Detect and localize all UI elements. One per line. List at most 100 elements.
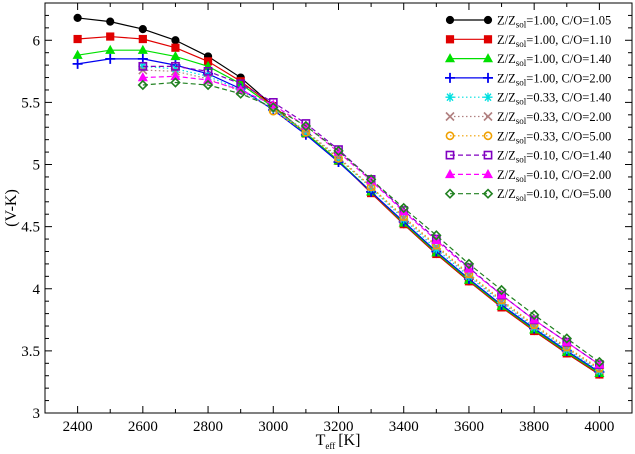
data-point [171,36,180,45]
legend-label-main: Z/Z [497,33,516,47]
data-point [431,230,442,241]
legend-label-sub: sol [516,77,527,87]
data-point [594,356,605,368]
legend-label-rest: =0.10, C/O=5.00 [526,187,611,201]
legend-label-sub: sol [516,97,527,107]
legend-label-main: Z/Z [497,52,516,66]
data-point [496,284,507,296]
legend-entry: Z/Zsol=1.00, C/O=2.00 [445,71,611,87]
legend-marker [482,188,494,199]
x-axis-title-main: T [316,432,326,449]
y-tick-label: 5.5 [21,95,40,111]
data-point [529,322,539,332]
data-point [73,34,82,44]
legend-marker [445,92,455,102]
x-tick-label: 3400 [389,419,419,435]
legend-label: Z/Zsol=1.00, C/O=1.05 [497,14,611,30]
legend-marker [444,53,456,63]
legend-marker [444,168,456,179]
x-tick-label: 2400 [63,419,93,435]
data-point [72,49,83,59]
legend-marker [483,72,493,83]
legend-entry: Z/Zsol=0.10, C/O=2.00 [444,168,611,184]
legend-label-sub: sol [516,20,527,30]
legend-label-sub: sol [516,174,527,184]
data-point [399,214,409,224]
legend-label: Z/Zsol=1.00, C/O=1.40 [497,52,611,68]
legend-marker [483,111,493,122]
data-point [594,366,604,376]
legend-label-rest: =0.33, C/O=5.00 [526,129,611,143]
y-axis-title: (V-K) [3,189,20,227]
legend-label-sub: sol [516,39,527,49]
axes-layer: 2400 2600 2800 3000 3200 3400 3600 3800 4000 3 3.5… [21,3,632,435]
data-point [365,174,377,185]
data-point [137,44,148,54]
data-point [333,145,344,157]
legend-label-main: Z/Z [497,91,516,105]
legend-label: Z/Zsol=0.10, C/O=1.40 [497,149,611,165]
data-point [138,61,148,71]
legend-label: Z/Zsol=0.33, C/O=5.00 [497,129,611,145]
data-point [463,258,475,270]
legend-entry: Z/Zsol=0.10, C/O=1.40 [445,149,611,165]
x-axis-title-unit: [K] [338,432,360,449]
legend-label-main: Z/Z [497,14,516,28]
x-tick-label: 4000 [584,419,614,435]
x-tick-label: 2800 [193,419,223,435]
y-tick-label: 3 [33,406,41,422]
data-point [171,61,180,71]
legend-entry: Z/Zsol=1.00, C/O=1.40 [444,52,611,68]
legend-marker [445,111,455,122]
legend-marker [445,150,455,160]
series-line [142,81,600,363]
data-point [268,102,279,113]
legend-marker [445,131,455,141]
legend-label-main: Z/Z [497,187,516,201]
x-tick-label: 2600 [128,419,158,435]
legend-label-rest: =1.00, C/O=1.10 [526,33,611,47]
legend-label-sub: sol [516,193,527,203]
y-tick-label: 4.5 [21,220,40,236]
data-point [202,79,214,91]
data-point [105,44,116,54]
legend-marker [483,35,493,44]
legend-entry: Z/Zsol=1.00, C/O=1.10 [445,33,611,49]
legend-label-rest: =1.00, C/O=1.40 [526,52,611,66]
y-tick-label: 3.5 [21,344,40,360]
data-point [73,13,82,23]
legend-entry: Z/Zsol=0.33, C/O=5.00 [445,129,611,145]
y-tick-label: 4 [33,282,41,298]
legend-label-sub: sol [516,135,527,145]
legend-marker [483,131,493,141]
legend-entry: Z/Zsol=0.33, C/O=2.00 [445,110,611,126]
data-point [528,309,540,321]
legend-marker [445,72,455,83]
data-point [398,202,409,214]
legend-marker [483,15,493,25]
legend-label-sub: sol [516,116,527,126]
data-point [170,64,180,74]
data-point [170,50,181,61]
data-point [300,120,312,132]
legend-label: Z/Zsol=0.33, C/O=1.40 [497,91,611,107]
series-layer [72,13,605,379]
legend-label-rest: =0.10, C/O=2.00 [526,168,611,182]
data-point [137,79,149,91]
legend-label-rest: =0.10, C/O=1.40 [526,149,611,163]
x-tick-label: 3200 [324,419,354,435]
data-point [562,345,572,355]
x-tick-label: 3000 [258,419,288,435]
legend-marker [483,150,493,160]
data-point [138,24,147,34]
data-point [106,32,115,41]
x-tick-label: 3800 [519,419,549,435]
data-point [464,271,474,281]
legend-label-rest: =0.33, C/O=2.00 [526,110,611,124]
data-point [235,88,246,99]
legend-entry: Z/Zsol=1.00, C/O=1.05 [445,14,611,30]
legend-entry: Z/Zsol=0.10, C/O=5.00 [444,187,611,203]
y-tick-label: 5 [33,158,41,174]
